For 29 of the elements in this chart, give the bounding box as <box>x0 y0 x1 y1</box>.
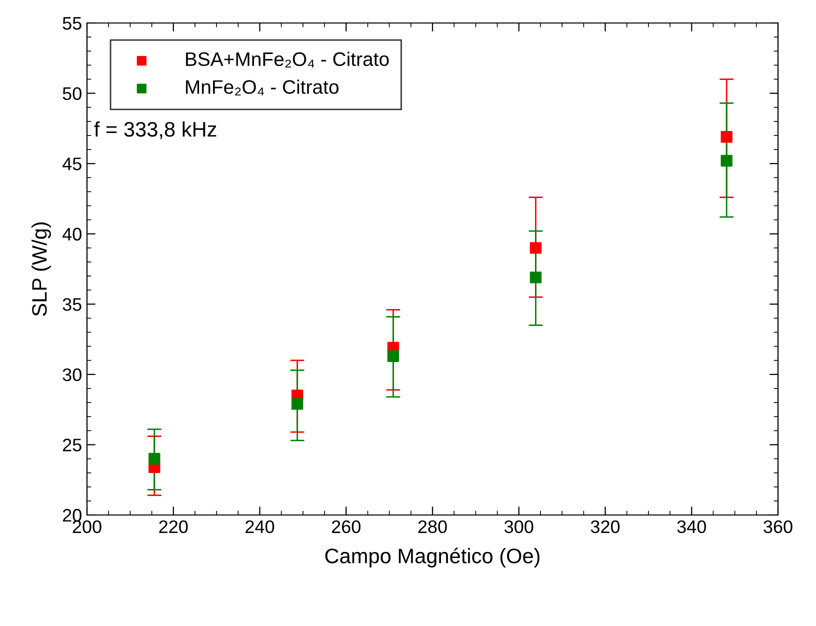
y-tick-label: 50 <box>62 87 82 100</box>
x-tick-label: 260 <box>332 520 360 534</box>
y-tick-label: 45 <box>62 158 82 170</box>
legend-label: BSA+MnFe₂O₄ - Citrato <box>186 52 389 68</box>
y-tick-label: 35 <box>62 298 82 311</box>
point <box>387 350 400 362</box>
annotation: f = 333,8 kHz <box>94 121 216 140</box>
point <box>291 398 304 410</box>
y-tick-label: 25 <box>62 438 82 452</box>
y-tick-label: 20 <box>62 508 82 522</box>
x-tick-label: 320 <box>590 520 620 534</box>
x-tick-label: 300 <box>504 520 534 534</box>
point <box>530 242 542 254</box>
y-tick-label: 55 <box>62 17 82 30</box>
y-axis-title: SLP (W/g) <box>32 222 51 316</box>
point <box>530 272 542 284</box>
legend-label: MnFe₂O₄ - Citrato <box>186 80 338 96</box>
y-tick-label: 30 <box>62 368 82 382</box>
point <box>720 154 732 167</box>
x-tick-label: 280 <box>418 520 447 534</box>
point <box>148 452 160 465</box>
x-axis-title: Campo Magnético (Oe) <box>325 548 540 568</box>
y-tick-label: 40 <box>62 228 82 241</box>
x-tick-label: 200 <box>72 520 102 534</box>
x-tick-label: 220 <box>159 520 188 534</box>
x-tick-label: 360 <box>764 520 792 534</box>
point <box>720 131 732 143</box>
x-tick-label: 240 <box>246 520 274 534</box>
x-tick-label: 340 <box>677 520 706 534</box>
